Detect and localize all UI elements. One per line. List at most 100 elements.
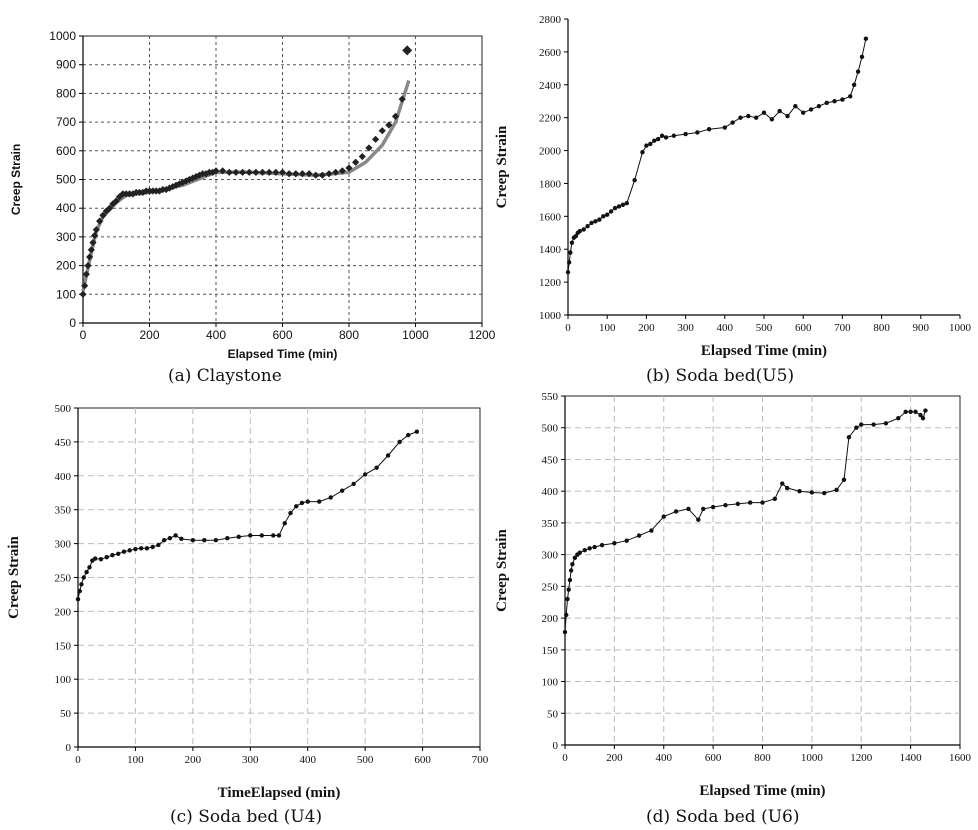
chart-0-y-tick-label: 0 (69, 316, 76, 330)
chart-0-data-point (312, 171, 320, 179)
chart-3-data-point (797, 488, 802, 494)
chart-1-data-point (577, 228, 582, 234)
chart-2-x-tick-label: 500 (357, 754, 374, 766)
chart-2-x-tick-label: 0 (75, 754, 81, 766)
chart-3-data-point (592, 544, 597, 550)
chart-0-x-axis-title: Elapsed Time (min) (228, 347, 338, 361)
chart-2-data-point (127, 548, 132, 553)
chart-3-data-point (624, 538, 629, 543)
chart-2-y-tick-label: 50 (60, 708, 72, 720)
chart-3-x-tick-label: 600 (705, 752, 722, 764)
chart-1-data-point (738, 115, 743, 120)
chart-2-data-point (104, 554, 109, 560)
chart-0-data-point (252, 168, 260, 176)
chart-0-fit-line (81, 79, 411, 292)
chart-2-data-point (317, 499, 322, 504)
chart-3-data-point (661, 514, 666, 519)
chart-0-data-point (96, 217, 104, 225)
chart-3-data-point (822, 490, 827, 496)
chart-0-data-point (86, 253, 94, 261)
chart-2-data-point (385, 453, 391, 458)
chart-1-data-point (565, 270, 571, 275)
chart-0-y-tick-label: 400 (56, 201, 76, 215)
chart-3-data-point (859, 422, 864, 427)
chart-2-data-point (305, 499, 310, 504)
chart-1-data-point (851, 82, 857, 87)
chart-1-data-point (722, 125, 727, 130)
chart-0-data-point (265, 168, 273, 176)
chart-2-y-tick-label: 200 (55, 606, 72, 618)
chart-0-y-tick-label: 100 (56, 287, 76, 301)
chart-1-data-point (777, 108, 782, 114)
chart-1-y-tick-label: 2000 (539, 146, 562, 158)
chart-1-y-tick-label: 1000 (539, 310, 562, 322)
chart-2-data-point (173, 533, 178, 538)
chart-2-series-line (77, 431, 417, 600)
chart-3-y-tick-label: 0 (553, 740, 559, 752)
chart-d-soda-bed-u6: 0 200 400 600 800 1000 1200 1400 1600 0 50 100 150 20… (490, 390, 978, 830)
chart-0-data-point (82, 270, 90, 278)
chart-1-data-point (568, 250, 573, 255)
chart-2-data-point (79, 582, 84, 587)
chart-1-series-line (567, 38, 867, 273)
chart-3-data-point (913, 409, 918, 415)
chart-2-data-point (213, 538, 219, 543)
chart-0-y-tick-label: 500 (56, 173, 76, 187)
chart-2-data-point (362, 472, 368, 477)
chart-1-data-point (730, 120, 735, 125)
chart-0-data-point (84, 262, 92, 270)
chart-1-x-tick-label: 200 (638, 322, 655, 334)
chart-2-data-point (110, 552, 115, 558)
chart-3-series-line (564, 410, 926, 633)
chart-1-data-point (761, 110, 767, 115)
chart-0-y-tick-label: 800 (56, 86, 76, 100)
chart-3-data-point (854, 425, 859, 430)
chart-3-data-point (747, 500, 753, 505)
chart-3-data-point (735, 501, 741, 507)
chart-0-x-tick-label: 600 (272, 328, 292, 342)
chart-1-x-tick-label: 700 (834, 322, 851, 334)
chart-2-data-point (282, 521, 287, 526)
chart-1-x-tick-label: 600 (795, 322, 812, 334)
chart-3-data-point (920, 416, 926, 421)
chart-3-x-tick-label: 1600 (949, 752, 972, 764)
chart-0-data-point (325, 170, 333, 178)
chart-3-data-point (923, 408, 928, 413)
chart-1-data-point (848, 94, 853, 99)
chart-2-data-point (276, 533, 282, 538)
chart-2-x-tick-label: 400 (299, 754, 316, 766)
chart-3-y-tick-label: 100 (542, 677, 559, 689)
chart-0-y-tick-label: 600 (56, 144, 76, 158)
chart-2-y-tick-label: 450 (55, 437, 72, 449)
chart-0-data-point (272, 168, 280, 176)
chart-1-data-point (859, 54, 865, 60)
chart-3-data-point (701, 506, 706, 512)
chart-1-y-tick-label: 1200 (539, 277, 562, 289)
chart-1-data-point (808, 107, 814, 112)
chart-1-x-tick-label: 100 (599, 322, 616, 334)
chart-1-data-point (644, 143, 649, 148)
chart-1-data-point (816, 103, 822, 109)
chart-3-data-point (582, 547, 587, 553)
chart-3-data-point (871, 422, 876, 427)
chart-3-data-point (570, 561, 575, 567)
chart-2-data-point (121, 549, 127, 554)
chart-2-data-point (133, 546, 138, 552)
chart-2-data-point (87, 565, 92, 570)
chart-3-y-tick-label: 50 (547, 708, 559, 720)
chart-2-data-point (248, 533, 253, 538)
chart-0-data-point (245, 168, 253, 176)
chart-0-data-point (258, 168, 267, 176)
chart-0-data-point (112, 197, 120, 205)
chart-1-data-point (624, 200, 629, 206)
chart-3-data-point (710, 504, 716, 510)
chart-0-data-point (106, 204, 114, 212)
chart-3-data-point (723, 502, 728, 508)
chart-2-x-tick-label: 100 (127, 754, 144, 766)
chart-0-data-point (219, 167, 227, 175)
chart-1-y-tick-label: 2600 (539, 47, 562, 59)
chart-1-x-tick-label: 400 (717, 322, 734, 334)
chart-3-x-tick-label: 1000 (801, 752, 824, 764)
chart-2-data-point (271, 533, 276, 538)
chart-3-data-point (918, 412, 923, 418)
